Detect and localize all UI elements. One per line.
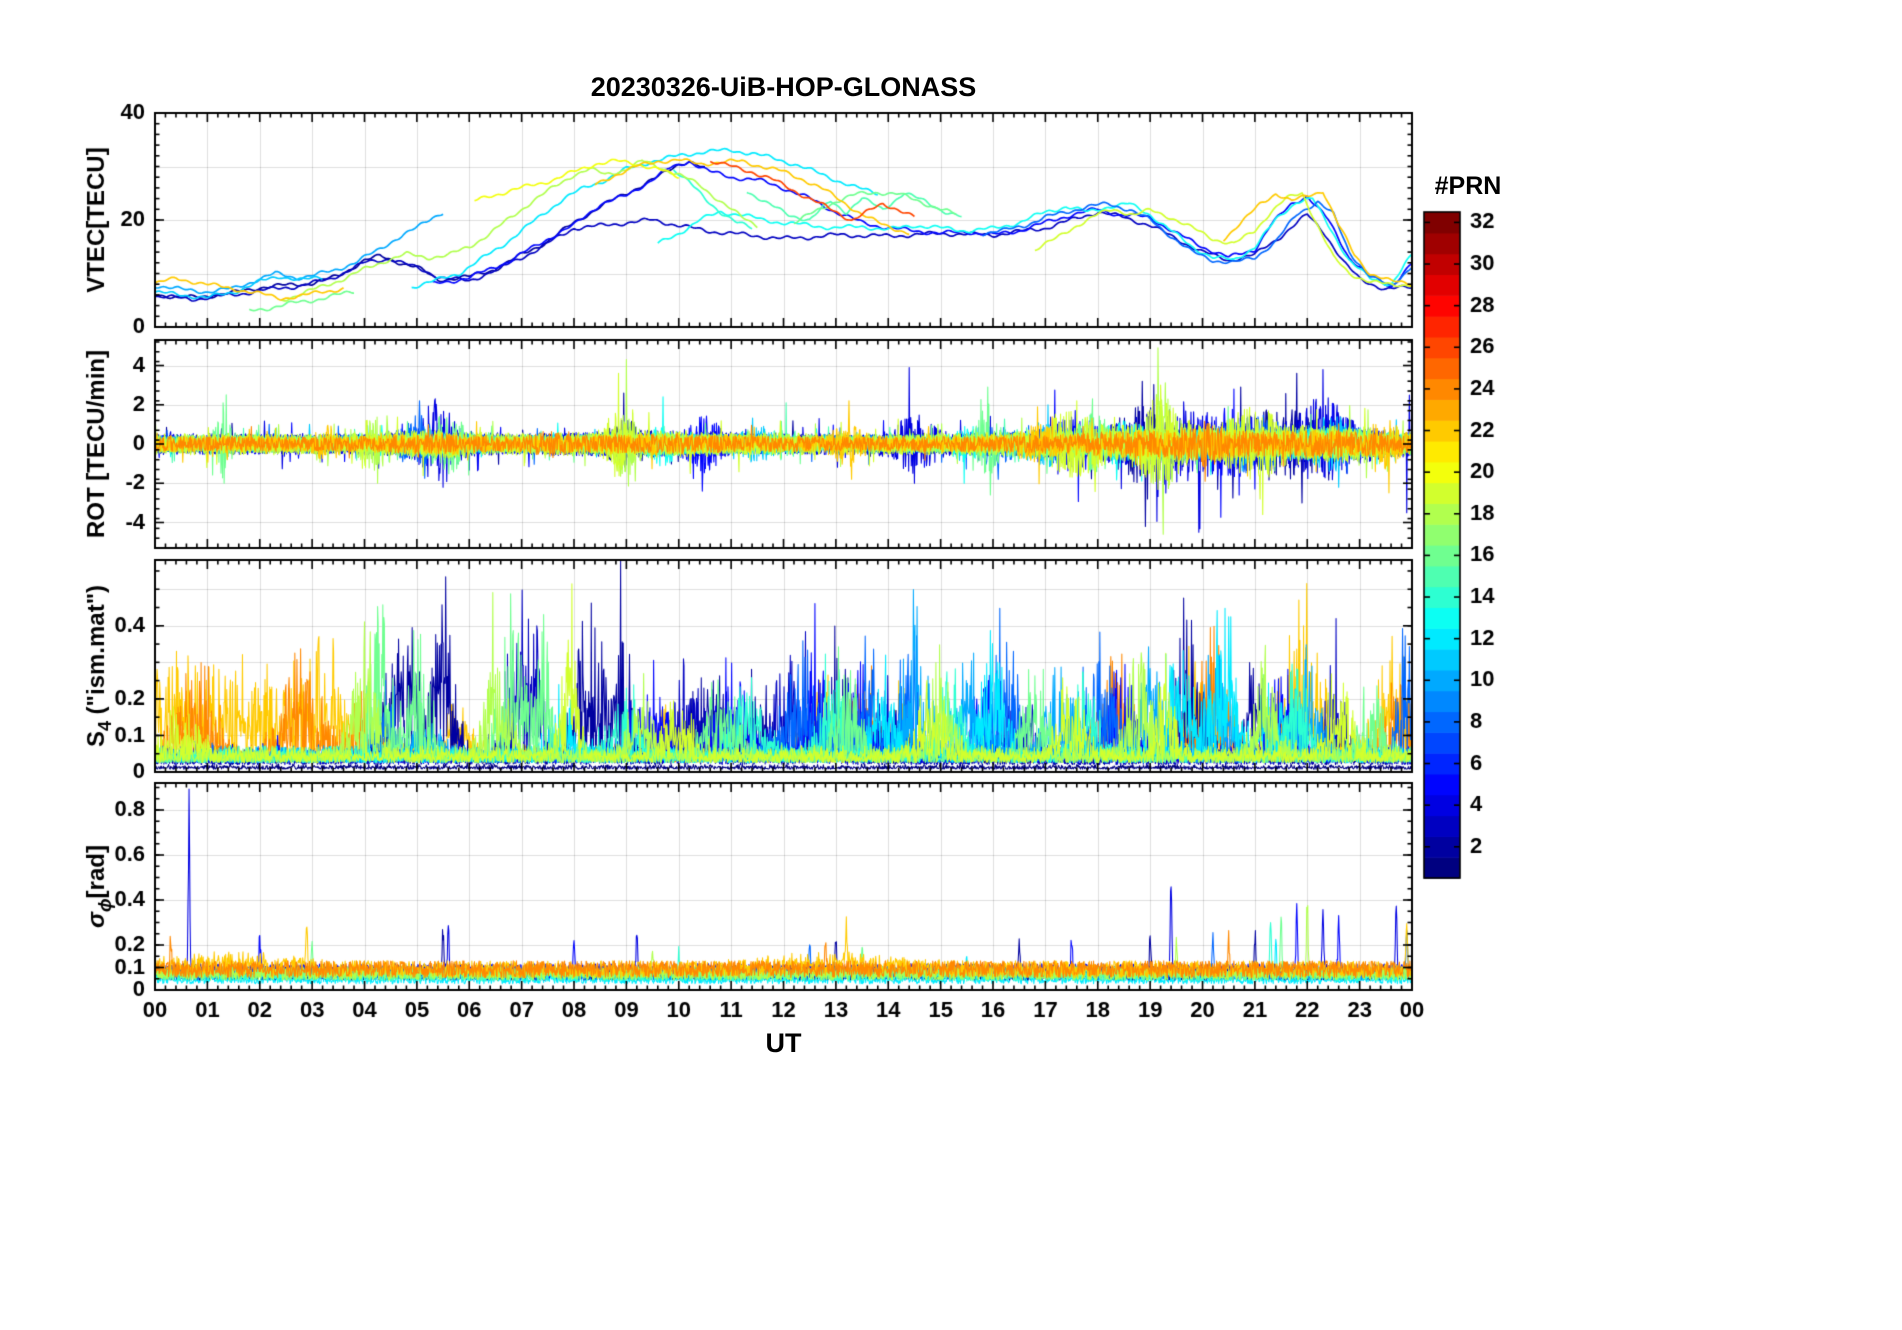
x-axis-label: UT	[765, 1028, 802, 1058]
colorbar-title-prn: #PRN	[1434, 172, 1502, 200]
chart-title: 20230326-UiB-HOP-GLONASS	[590, 72, 977, 102]
